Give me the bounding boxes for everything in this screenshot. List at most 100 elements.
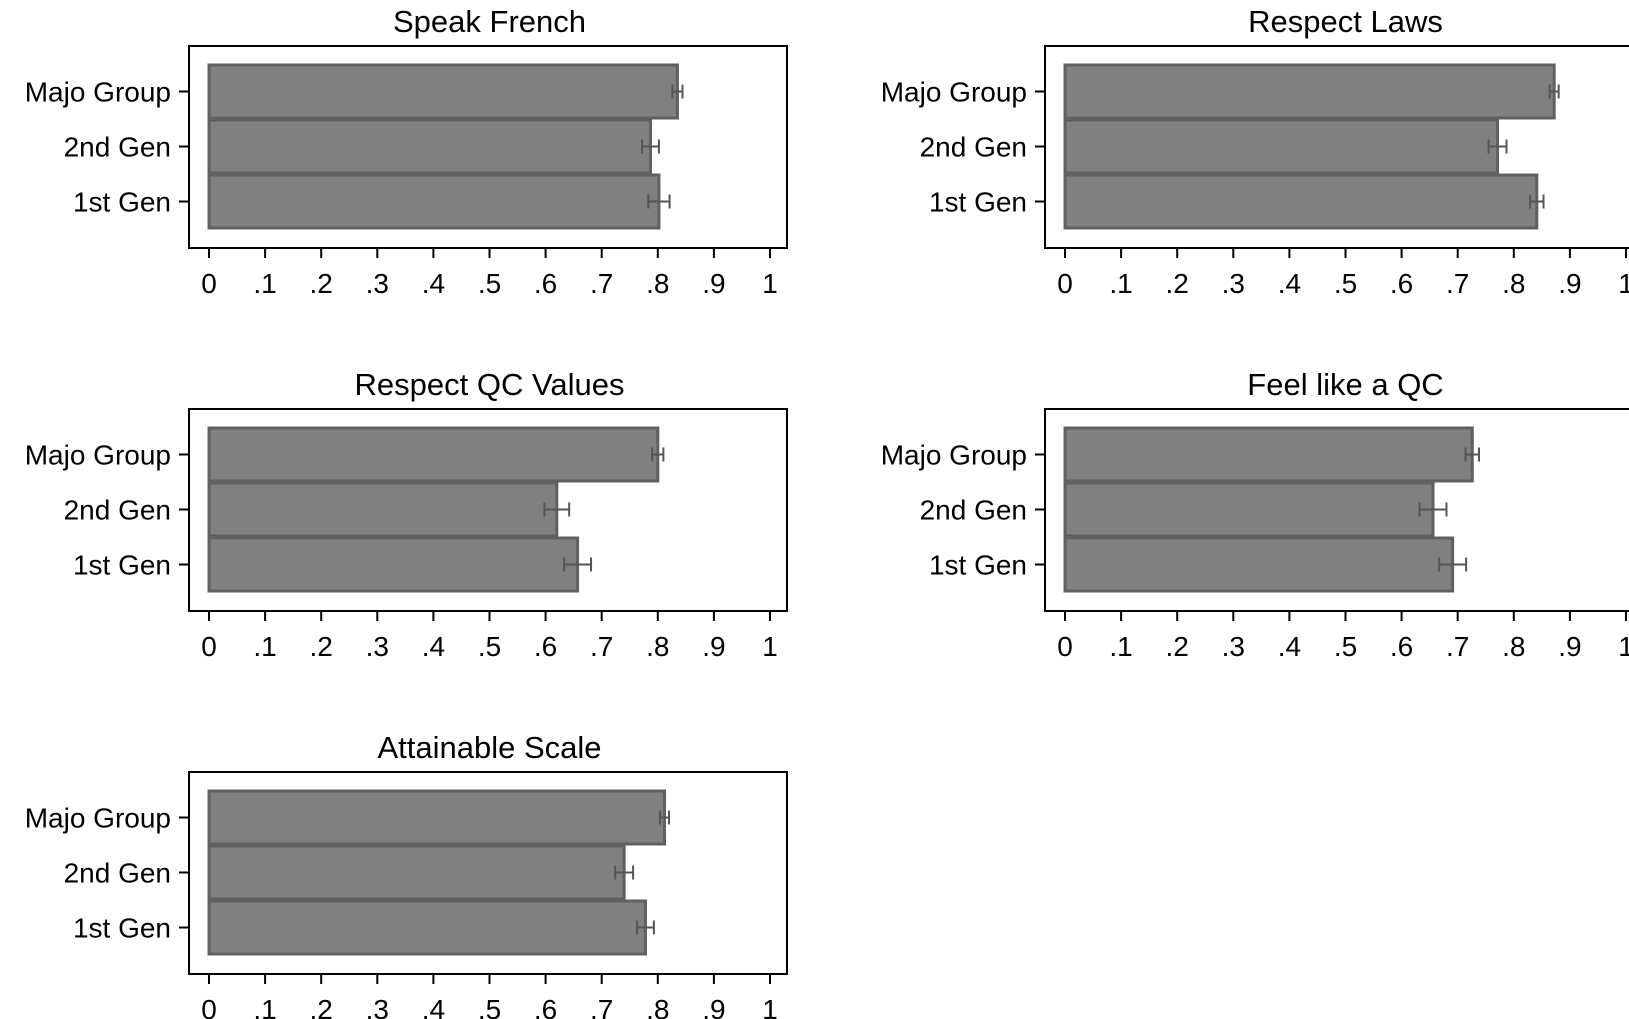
x-tick-label: 1 [762, 631, 778, 662]
x-tick-label: .8 [646, 631, 669, 662]
x-tick-label: .2 [1166, 631, 1189, 662]
bar [1063, 426, 1474, 483]
x-tick-label: 0 [201, 268, 217, 299]
x-tick-label: .6 [1390, 268, 1413, 299]
bar [1063, 481, 1435, 538]
x-tick-label: .2 [1166, 268, 1189, 299]
category-label: 2nd Gen [64, 132, 171, 163]
x-tick-label: .5 [478, 994, 501, 1019]
x-tick-label: .1 [253, 631, 276, 662]
x-tick-label: .3 [366, 631, 389, 662]
error-bar [636, 920, 655, 935]
chart-panel: Feel like a QC Majo Group 2nd Gen 1st Gen 0.… [881, 367, 1629, 662]
chart-panel: Attainable Scale Majo Group 2nd Gen 1st Gen… [25, 730, 788, 1019]
bar [207, 481, 559, 538]
bar [207, 536, 580, 593]
bar [207, 899, 647, 956]
category-label: 1st Gen [929, 550, 1027, 581]
x-tick-label: .8 [1502, 268, 1525, 299]
x-tick-label: .5 [478, 631, 501, 662]
error-bar [543, 502, 571, 517]
x-tick-label: .2 [310, 994, 333, 1019]
bar [1063, 118, 1500, 175]
x-tick-label: 1 [762, 268, 778, 299]
category-label: 1st Gen [73, 913, 171, 944]
x-tick-label: .9 [702, 268, 725, 299]
bar [207, 844, 626, 901]
chart-panel: Speak French Majo Group 2nd Gen 1st Gen 0 .1.… [25, 4, 788, 299]
x-tick-label: .1 [1109, 631, 1132, 662]
error-bar [1464, 447, 1481, 462]
x-tick-label: .3 [366, 268, 389, 299]
chart-title: Respect Laws [1248, 4, 1443, 39]
x-tick-label: .7 [590, 994, 613, 1019]
error-bar [641, 139, 660, 154]
category-label: Majo Group [881, 77, 1027, 108]
x-tick-label: .9 [702, 631, 725, 662]
bar [1063, 173, 1539, 230]
x-tick-label: 0 [201, 994, 217, 1019]
x-tick-label: .1 [253, 994, 276, 1019]
chart-title: Respect QC Values [355, 367, 625, 402]
x-tick-label: .5 [478, 268, 501, 299]
x-tick-label: .4 [422, 631, 445, 662]
x-tick-label: .7 [590, 268, 613, 299]
x-tick-label: .8 [646, 268, 669, 299]
x-tick-label: 1 [1618, 268, 1629, 299]
error-bar [647, 194, 671, 209]
x-tick-label: .7 [590, 631, 613, 662]
x-tick-label: 0 [1057, 268, 1073, 299]
category-label: 1st Gen [929, 187, 1027, 218]
category-label: 2nd Gen [920, 495, 1027, 526]
x-tick-label: .8 [646, 994, 669, 1019]
x-tick-label: .7 [1446, 631, 1469, 662]
category-label: 1st Gen [73, 187, 171, 218]
bar [207, 63, 679, 120]
bar [1063, 536, 1455, 593]
category-label: 2nd Gen [920, 132, 1027, 163]
error-bar [671, 84, 684, 99]
bar [1063, 63, 1556, 120]
x-tick-label: .6 [534, 631, 557, 662]
x-tick-label: .3 [366, 994, 389, 1019]
bar [207, 789, 667, 846]
x-tick-label: .9 [702, 994, 725, 1019]
x-tick-label: .5 [1334, 631, 1357, 662]
x-tick-label: .5 [1334, 268, 1357, 299]
x-tick-label: .6 [534, 268, 557, 299]
x-tick-label: .4 [422, 268, 445, 299]
chart-panel: Respect QC Values Majo Group 2nd Gen 1st Ge… [25, 367, 788, 662]
x-tick-label: .4 [422, 994, 445, 1019]
bar [207, 426, 660, 483]
x-tick-label: .9 [1558, 631, 1581, 662]
chart-title: Feel like a QC [1247, 367, 1443, 402]
x-tick-label: .4 [1278, 268, 1301, 299]
category-label: Majo Group [25, 803, 171, 834]
x-tick-label: .6 [1390, 631, 1413, 662]
x-tick-label: 0 [1057, 631, 1073, 662]
x-tick-label: 1 [1618, 631, 1629, 662]
error-bar [563, 557, 593, 572]
x-tick-label: 1 [762, 994, 778, 1019]
category-label: Majo Group [25, 440, 171, 471]
error-bar [614, 865, 635, 880]
x-tick-label: .4 [1278, 631, 1301, 662]
category-label: 2nd Gen [64, 858, 171, 889]
chart-title: Speak French [393, 4, 586, 39]
category-label: Majo Group [25, 77, 171, 108]
x-tick-label: 0 [201, 631, 217, 662]
x-tick-label: .6 [534, 994, 557, 1019]
x-tick-label: .1 [1109, 268, 1132, 299]
category-label: 2nd Gen [64, 495, 171, 526]
error-bar [659, 810, 671, 825]
error-bar [1548, 84, 1560, 99]
bar [207, 173, 661, 230]
x-tick-label: .2 [310, 631, 333, 662]
x-tick-label: .7 [1446, 268, 1469, 299]
chart-panel: Respect Laws Majo Group 2nd Gen 1st Gen 0 .1.… [881, 4, 1629, 299]
bar [207, 118, 653, 175]
x-tick-label: .9 [1558, 268, 1581, 299]
chart-title: Attainable Scale [377, 730, 601, 765]
error-bar [651, 447, 665, 462]
